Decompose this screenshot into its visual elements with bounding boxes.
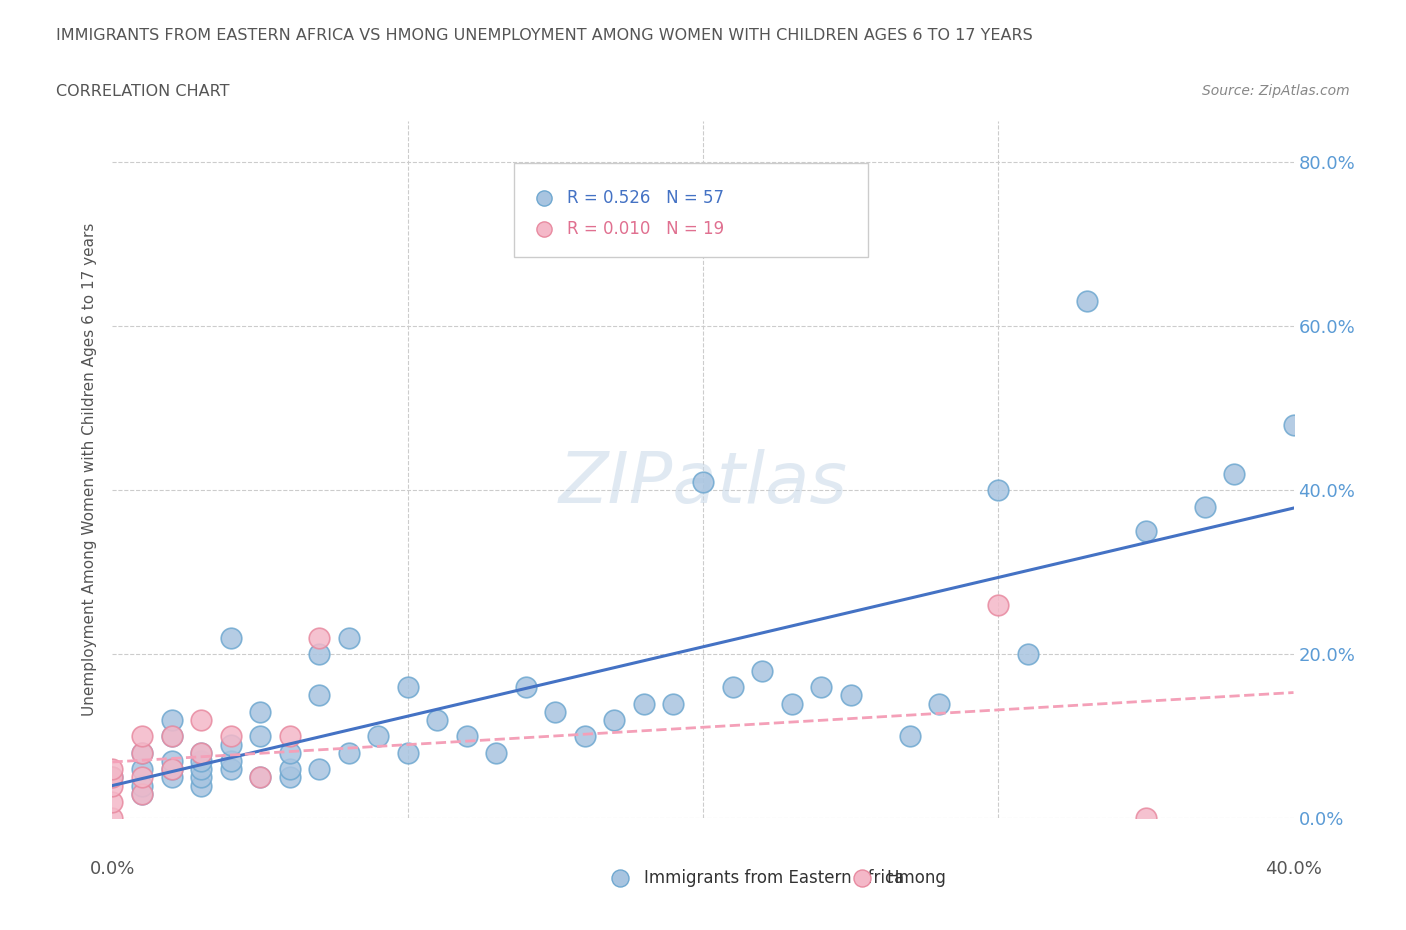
Point	[131, 770, 153, 785]
Point	[1282, 417, 1305, 432]
Point	[131, 762, 153, 777]
Point	[367, 729, 389, 744]
Point	[249, 704, 271, 719]
Point	[131, 787, 153, 802]
Point	[515, 680, 537, 695]
Point	[249, 770, 271, 785]
Point	[160, 762, 183, 777]
Point	[987, 598, 1010, 613]
Point	[160, 753, 183, 768]
Point	[101, 770, 124, 785]
Point	[131, 778, 153, 793]
Point	[692, 474, 714, 489]
Point	[278, 762, 301, 777]
Point	[190, 745, 212, 760]
Y-axis label: Unemployment Among Women with Children Ages 6 to 17 years: Unemployment Among Women with Children A…	[82, 223, 97, 716]
Point	[190, 770, 212, 785]
Point	[160, 729, 183, 744]
Point	[278, 729, 301, 744]
Point	[337, 631, 360, 645]
Point	[1135, 524, 1157, 538]
Point	[456, 729, 478, 744]
Point	[101, 762, 124, 777]
Point	[160, 762, 183, 777]
Point	[160, 712, 183, 727]
Point	[1178, 117, 1201, 132]
Text: IMMIGRANTS FROM EASTERN AFRICA VS HMONG UNEMPLOYMENT AMONG WOMEN WITH CHILDREN A: IMMIGRANTS FROM EASTERN AFRICA VS HMONG …	[56, 28, 1033, 43]
Point	[987, 483, 1010, 498]
Point	[810, 680, 832, 695]
Point	[190, 745, 212, 760]
Point	[1371, 881, 1393, 896]
Point	[396, 745, 419, 760]
Point	[426, 712, 449, 727]
Point	[485, 745, 508, 760]
Text: Immigrants from Eastern Africa: Immigrants from Eastern Africa	[644, 869, 904, 886]
Point	[219, 729, 242, 744]
Text: CORRELATION CHART: CORRELATION CHART	[56, 84, 229, 99]
Point	[190, 778, 212, 793]
Point	[160, 770, 183, 785]
Text: R = 0.010   N = 19: R = 0.010 N = 19	[567, 220, 724, 238]
Point	[1194, 499, 1216, 514]
Point	[219, 631, 242, 645]
Text: 0.0%: 0.0%	[90, 860, 135, 878]
Point	[751, 663, 773, 678]
Text: R = 0.526   N = 57: R = 0.526 N = 57	[567, 189, 724, 206]
Point	[1135, 811, 1157, 826]
Text: Hmong: Hmong	[886, 869, 946, 886]
Point	[219, 762, 242, 777]
Point	[308, 688, 330, 703]
Point	[721, 680, 744, 695]
Point	[396, 680, 419, 695]
Point	[574, 729, 596, 744]
Point	[160, 729, 183, 744]
Point	[898, 729, 921, 744]
Point	[308, 762, 330, 777]
Text: Source: ZipAtlas.com: Source: ZipAtlas.com	[1202, 84, 1350, 98]
Point	[249, 729, 271, 744]
Point	[308, 647, 330, 662]
Point	[131, 787, 153, 802]
Point	[839, 688, 862, 703]
Point	[633, 696, 655, 711]
Point	[662, 696, 685, 711]
Point	[249, 770, 271, 785]
Point	[131, 729, 153, 744]
Point	[219, 753, 242, 768]
Text: ZIPatlas: ZIPatlas	[558, 449, 848, 518]
FancyBboxPatch shape	[515, 163, 869, 257]
Point	[308, 631, 330, 645]
Point	[1178, 81, 1201, 96]
Point	[190, 762, 212, 777]
Point	[131, 745, 153, 760]
Point	[101, 794, 124, 809]
Point	[928, 696, 950, 711]
Text: 40.0%: 40.0%	[1265, 860, 1322, 878]
Point	[101, 770, 124, 785]
Point	[131, 745, 153, 760]
Point	[1076, 294, 1098, 309]
Point	[278, 745, 301, 760]
Point	[101, 811, 124, 826]
Point	[101, 778, 124, 793]
Point	[780, 696, 803, 711]
Point	[1223, 466, 1246, 481]
Point	[190, 712, 212, 727]
Point	[190, 753, 212, 768]
Point	[337, 745, 360, 760]
Point	[278, 770, 301, 785]
Point	[1017, 647, 1039, 662]
Point	[219, 737, 242, 752]
Point	[603, 712, 626, 727]
Point	[544, 704, 567, 719]
